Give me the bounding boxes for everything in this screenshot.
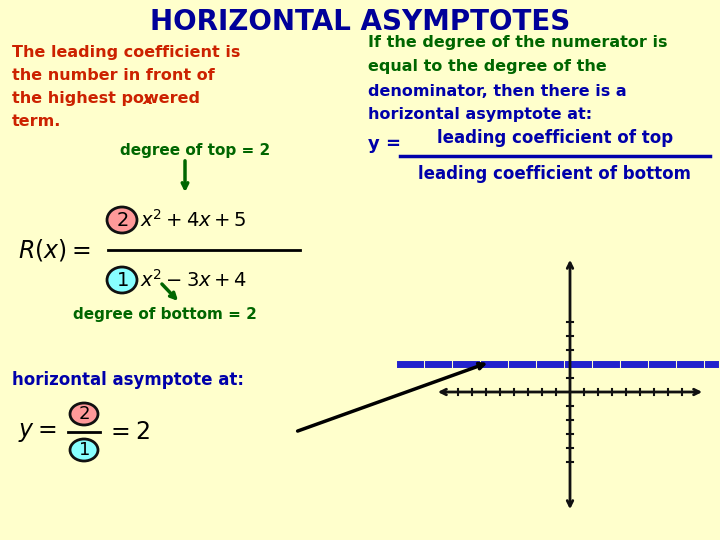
Text: $x^2+4x+5$: $x^2+4x+5$	[140, 209, 247, 231]
Text: degree of bottom = 2: degree of bottom = 2	[73, 307, 257, 322]
Text: denominator, then there is a: denominator, then there is a	[368, 84, 626, 98]
Ellipse shape	[70, 403, 98, 425]
Text: $y=$: $y=$	[18, 420, 56, 444]
Text: HORIZONTAL ASYMPTOTES: HORIZONTAL ASYMPTOTES	[150, 8, 570, 36]
Text: $R(x)=$: $R(x)=$	[18, 237, 91, 263]
Text: The leading coefficient is: The leading coefficient is	[12, 45, 240, 60]
Text: y =: y =	[368, 135, 401, 153]
Text: equal to the degree of the: equal to the degree of the	[368, 59, 607, 75]
Text: $1$: $1$	[78, 441, 90, 459]
Text: the highest powered: the highest powered	[12, 91, 206, 106]
Text: $= 2$: $= 2$	[106, 420, 150, 444]
Text: degree of top = 2: degree of top = 2	[120, 143, 270, 158]
Text: horizontal asymptote at:: horizontal asymptote at:	[12, 371, 244, 389]
Text: x: x	[143, 91, 153, 106]
Text: leading coefficient of top: leading coefficient of top	[437, 129, 673, 147]
Text: $1$: $1$	[116, 271, 128, 289]
Text: $2$: $2$	[116, 211, 128, 229]
Text: the number in front of: the number in front of	[12, 69, 215, 84]
Ellipse shape	[70, 439, 98, 461]
Text: horizontal asymptote at:: horizontal asymptote at:	[368, 107, 592, 123]
Text: $x^2-3x+4$: $x^2-3x+4$	[140, 269, 247, 291]
Text: term.: term.	[12, 114, 61, 130]
Text: leading coefficient of bottom: leading coefficient of bottom	[418, 165, 691, 183]
Ellipse shape	[107, 207, 137, 233]
Ellipse shape	[107, 267, 137, 293]
Text: $2$: $2$	[78, 405, 90, 423]
Text: If the degree of the numerator is: If the degree of the numerator is	[368, 36, 667, 51]
